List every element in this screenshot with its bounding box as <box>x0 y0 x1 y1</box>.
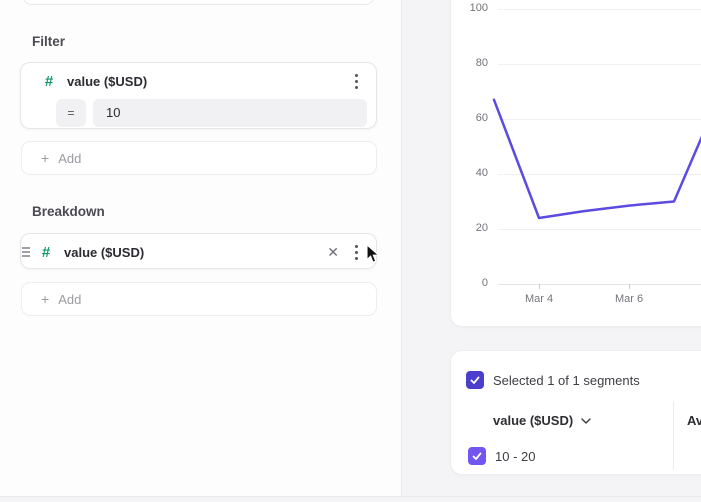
y-axis-tick-label: 20 <box>475 222 488 234</box>
previous-section-card <box>22 0 375 5</box>
check-icon <box>470 376 480 384</box>
number-property-icon: # <box>44 72 54 90</box>
filter-card[interactable]: # value ($USD) = 10 <box>20 62 377 129</box>
select-all-checkbox[interactable] <box>466 371 484 389</box>
segment-row-checkbox[interactable] <box>468 447 486 465</box>
y-axis-tick-label: 100 <box>469 2 488 14</box>
query-builder-panel: Filter # value ($USD) = 10 + Add Breakdo… <box>20 0 402 502</box>
segment-column-header[interactable]: value ($USD) <box>493 413 591 428</box>
number-property-icon: # <box>41 243 51 261</box>
gridline <box>498 64 701 65</box>
gridline <box>498 119 701 120</box>
kebab-menu-icon[interactable] <box>349 239 364 266</box>
filter-property-row: # value ($USD) <box>21 63 376 99</box>
breakdown-heading: Breakdown <box>32 204 105 219</box>
x-axis-tick <box>539 284 540 289</box>
filter-value-input[interactable]: 10 <box>93 99 367 127</box>
selected-segments-summary: Selected 1 of 1 segments <box>493 373 640 388</box>
plus-icon: + <box>41 291 50 307</box>
line-chart-card: 0 20 40 60 80 100 Mar 4 Mar 6 <box>450 0 701 327</box>
breakdown-card[interactable]: # value ($USD) ✕ <box>20 233 377 269</box>
filter-property-label: value ($USD) <box>67 73 148 89</box>
y-axis-tick-label: 0 <box>481 277 488 289</box>
gridline <box>498 9 701 10</box>
gridline <box>498 229 701 230</box>
column-divider <box>673 401 674 469</box>
filter-controls: = 10 <box>21 99 376 127</box>
segments-panel: Selected 1 of 1 segments value ($USD) Av… <box>450 350 701 475</box>
plus-icon: + <box>41 150 50 166</box>
x-axis-tick-label: Mar 4 <box>524 293 554 305</box>
breakdown-property-label: value ($USD) <box>64 244 145 260</box>
gridline <box>498 284 701 285</box>
check-icon <box>472 452 482 460</box>
x-axis-tick-label: Mar 6 <box>614 293 644 305</box>
y-axis-tick-label: 40 <box>475 167 488 179</box>
segment-column-label: value ($USD) <box>493 413 574 428</box>
chart-series-line <box>492 98 701 220</box>
add-filter-button[interactable]: + Add <box>21 141 377 175</box>
line-chart <box>492 98 701 220</box>
x-axis-tick <box>629 284 630 289</box>
segment-row-label[interactable]: 10 - 20 <box>495 449 536 464</box>
chevron-down-icon <box>581 417 591 424</box>
breakdown-property-row: # value ($USD) ✕ <box>21 234 376 270</box>
add-breakdown-label: Add <box>58 291 82 307</box>
gridline <box>498 174 701 175</box>
close-icon[interactable]: ✕ <box>327 243 339 260</box>
operator-chip[interactable]: = <box>56 99 86 127</box>
drag-handle-icon[interactable] <box>22 247 30 257</box>
y-axis-tick-label: 80 <box>475 57 488 69</box>
metric-column-header: Av <box>687 413 701 428</box>
add-breakdown-button[interactable]: + Add <box>21 282 377 316</box>
y-axis-tick-label: 60 <box>475 112 488 124</box>
filter-heading: Filter <box>32 34 66 49</box>
add-filter-label: Add <box>58 150 82 166</box>
bottom-edge-strip <box>0 496 701 502</box>
kebab-menu-icon[interactable] <box>349 68 364 95</box>
